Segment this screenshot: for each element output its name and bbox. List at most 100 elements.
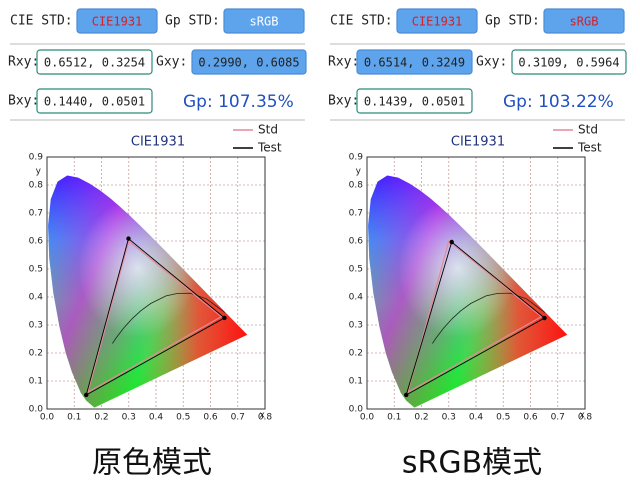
x-tick-label: 0.6: [523, 413, 538, 423]
y-tick-label: 0.6: [29, 237, 44, 247]
chart-title: CIE1931: [451, 135, 505, 150]
y-axis-label: y: [356, 167, 362, 177]
cie-std-box: [396, 8, 478, 34]
gp-std-box: [223, 8, 305, 34]
y-tick-label: 0.9: [349, 153, 364, 163]
chart-title: CIE1931: [131, 135, 185, 150]
locus-fill: [368, 175, 568, 408]
gamut-triangle: [85, 237, 226, 396]
y-tick-label: 0.4: [349, 293, 364, 303]
label: Bxy:: [328, 94, 359, 109]
y-tick-label: 0.7: [29, 209, 43, 219]
rxy-box: [356, 49, 473, 75]
gxy: 0.2990, 0.6085: [198, 56, 299, 70]
y-tick-label: 0.9: [29, 153, 44, 163]
legend-label: Test: [577, 141, 602, 155]
gp-std: sRGB: [570, 15, 599, 29]
label: Gxy:: [476, 55, 507, 70]
y-tick-label: 0.4: [29, 293, 44, 303]
y-tick-label: 0.0: [29, 405, 44, 415]
y-tick-label: 0.6: [349, 237, 364, 247]
cie-std-box: [76, 8, 158, 34]
y-tick-label: 0.5: [29, 265, 43, 275]
gxy-box: [511, 49, 627, 75]
vertex: [84, 392, 89, 398]
label: CIE STD:: [10, 14, 73, 29]
x-tick-label: 0.6: [203, 413, 218, 423]
bxy-box: [356, 88, 473, 114]
vertex: [449, 239, 454, 245]
caption: sRGB模式: [402, 446, 542, 481]
label: Gp STD:: [485, 14, 540, 29]
gamut-triangle: [86, 239, 223, 394]
x-tick-label: 0.4: [469, 413, 484, 423]
y-tick-label: 0.3: [29, 321, 43, 331]
x-tick-label: 0.5: [176, 413, 190, 423]
panel: CIE STD: CIE1931 Gp STD: sRGB Rxy: 0.6512, 0.…: [8, 8, 307, 481]
x-tick-label: 0.1: [387, 413, 401, 423]
label: Bxy:: [8, 94, 39, 109]
label: Rxy:: [328, 55, 359, 70]
x-tick-label: 0.1: [67, 413, 81, 423]
rxy-box: [36, 49, 153, 75]
rxy: 0.6514, 0.3249: [364, 56, 465, 70]
vertex: [126, 236, 131, 241]
label: Rxy:: [8, 55, 39, 70]
x-tick-label: 0.3: [122, 413, 136, 423]
y-tick-label: 0.2: [29, 349, 43, 359]
label: Gxy:: [156, 55, 187, 70]
x-tick-label: 0.0: [360, 413, 375, 423]
x-tick-label: 0.8: [578, 413, 593, 423]
gp-std: sRGB: [250, 15, 279, 29]
y-tick-label: 0.0: [349, 405, 364, 415]
vertex: [542, 315, 547, 321]
x-tick-label: 0.2: [94, 413, 108, 423]
caption: 原色模式: [92, 446, 212, 481]
rxy: 0.6512, 0.3254: [44, 56, 145, 70]
chart: CIE1931 0.0 0.1 0.2 0.3 0.4 0.5 0.6 0.7 0.8 0.0 0.1…: [29, 123, 282, 423]
legend-label: Std: [258, 123, 278, 137]
bxy: 0.1439, 0.0501: [364, 95, 465, 109]
plot-frame: [46, 156, 266, 410]
y-tick-label: 0.1: [29, 377, 43, 387]
plot-frame: [366, 156, 586, 410]
x-tick-label: 0.8: [258, 413, 273, 423]
gamut-triangle: [406, 239, 543, 394]
x-tick-label: 0.5: [496, 413, 510, 423]
cie-std: CIE1931: [92, 15, 143, 29]
vertex: [404, 392, 409, 398]
gamut-triangle: [405, 241, 546, 396]
x-axis-label: x: [260, 411, 266, 421]
label: Gp STD:: [165, 14, 220, 29]
y-tick-label: 0.8: [349, 181, 364, 191]
legend-label: Test: [257, 141, 282, 155]
x-tick-label: 0.7: [551, 413, 565, 423]
y-tick-label: 0.8: [29, 181, 44, 191]
gp-std-box: [543, 8, 625, 34]
legend-label: Std: [578, 123, 598, 137]
x-tick-label: 0.7: [231, 413, 245, 423]
x-tick-label: 0.3: [442, 413, 456, 423]
bxy-box: [36, 88, 153, 114]
y-tick-label: 0.5: [349, 265, 363, 275]
gamut-percent: Gp: 103.22%: [503, 92, 614, 112]
y-axis-label: y: [36, 167, 42, 177]
y-tick-label: 0.7: [349, 209, 363, 219]
x-tick-label: 0.2: [414, 413, 428, 423]
x-axis-label: x: [580, 411, 586, 421]
x-tick-label: 0.0: [40, 413, 55, 423]
locus-fill: [48, 175, 248, 408]
chart: CIE1931 0.0 0.1 0.2 0.3 0.4 0.5 0.6 0.7 0.8 0.0 0.1…: [349, 123, 602, 423]
y-tick-label: 0.2: [349, 349, 363, 359]
gamut-percent: Gp: 107.35%: [183, 92, 294, 112]
bxy: 0.1440, 0.0501: [44, 95, 145, 109]
y-tick-label: 0.3: [349, 321, 363, 331]
x-tick-label: 0.4: [149, 413, 164, 423]
vertex: [222, 315, 227, 321]
panel: CIE STD: CIE1931 Gp STD: sRGB Rxy: 0.6514, 0.…: [328, 8, 627, 481]
gxy: 0.3109, 0.5964: [518, 56, 619, 70]
cie-std: CIE1931: [412, 15, 463, 29]
gxy-box: [191, 49, 307, 75]
y-tick-label: 0.1: [349, 377, 363, 387]
